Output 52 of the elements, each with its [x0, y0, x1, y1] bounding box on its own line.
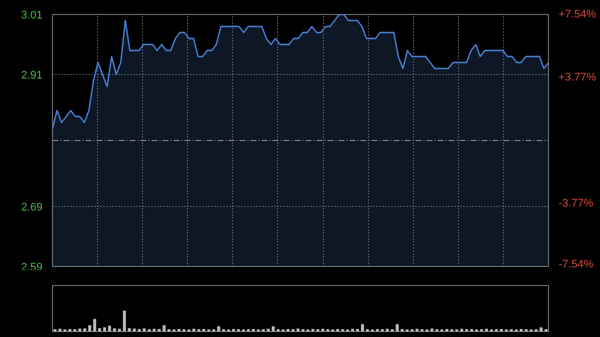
bar [202, 328, 206, 332]
bar [520, 328, 523, 332]
bar [445, 328, 448, 332]
bar [58, 328, 62, 332]
bar [78, 328, 82, 332]
bar [252, 328, 255, 332]
y2-tick-label: +3.77% [558, 72, 596, 84]
bar [88, 325, 92, 332]
bar [128, 328, 131, 332]
y-tick-label: 2.69 [21, 202, 43, 214]
bar [103, 327, 106, 332]
bar [376, 328, 379, 332]
y-tick-label: 2.91 [21, 70, 43, 82]
bar [386, 328, 389, 332]
y2-tick-label: +7.54% [558, 8, 596, 20]
bar [158, 328, 161, 332]
bar [400, 328, 404, 332]
bar [321, 328, 324, 332]
y2-tick-label: -7.54% [558, 258, 594, 270]
bar [68, 328, 72, 332]
bar [113, 328, 116, 332]
bar [396, 324, 399, 332]
y2-tick-label: -3.77% [558, 198, 594, 210]
bar [500, 328, 503, 332]
bar [356, 328, 360, 332]
bar [122, 310, 126, 332]
bar [430, 328, 434, 332]
bar [361, 324, 364, 332]
bar [138, 328, 141, 332]
bar [93, 318, 96, 332]
bar [177, 328, 180, 332]
bar [416, 328, 419, 332]
y-tick-label: 3.01 [21, 10, 43, 22]
bar [98, 328, 102, 332]
bar [232, 328, 236, 332]
bar [470, 328, 474, 332]
bar [217, 326, 220, 332]
bar [108, 326, 112, 332]
bar [132, 328, 136, 332]
bar [118, 328, 121, 332]
bar [540, 327, 543, 332]
bar [162, 325, 166, 332]
bar [192, 328, 196, 332]
bar [286, 328, 290, 332]
bar [351, 328, 354, 332]
bar [296, 328, 300, 332]
bar [272, 326, 275, 332]
bar [311, 328, 314, 332]
bar [485, 328, 488, 332]
bar [336, 328, 340, 332]
bar [152, 328, 156, 332]
bar [460, 328, 464, 332]
